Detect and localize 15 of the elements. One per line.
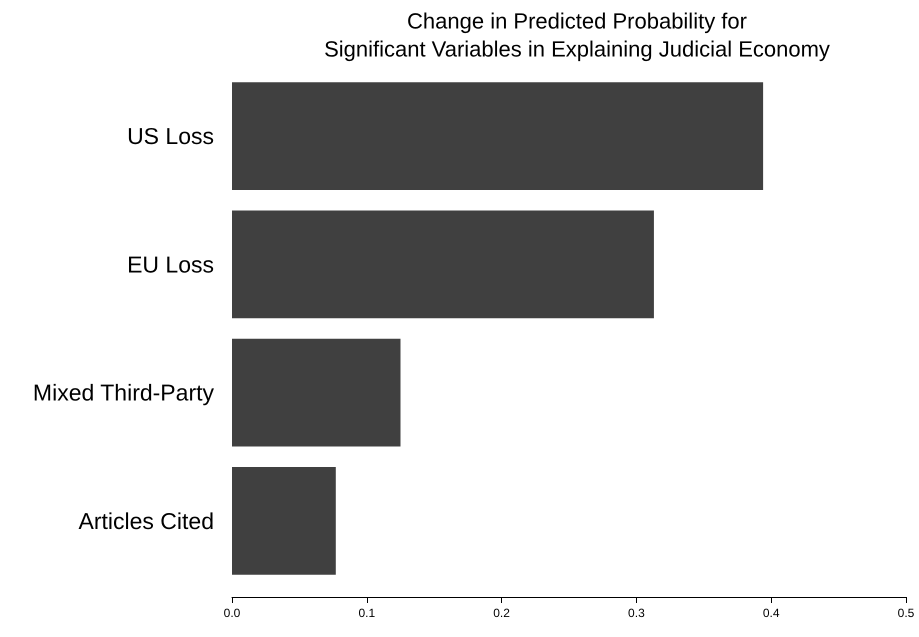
x-tick-label: 0.3 (628, 606, 646, 620)
bar (232, 338, 400, 446)
x-tick-label: 0.5 (898, 606, 915, 620)
bar (232, 467, 336, 575)
chart-title: Change in Predicted Probability for Significant Variables in Explaining Judicial Economy (324, 8, 830, 62)
bar (232, 210, 654, 318)
x-tick-label: 0.1 (358, 606, 376, 620)
y-tick-label: US Loss (127, 123, 214, 150)
bar (232, 82, 764, 190)
x-tick-label: 0.4 (762, 606, 780, 620)
y-tick-label: EU Loss (127, 251, 214, 278)
y-tick-label: Mixed Third-Party (32, 380, 214, 406)
x-tick-label: 0.2 (493, 606, 510, 620)
x-tick-label: 0.0 (224, 606, 241, 620)
y-tick-label: Articles Cited (78, 508, 214, 534)
